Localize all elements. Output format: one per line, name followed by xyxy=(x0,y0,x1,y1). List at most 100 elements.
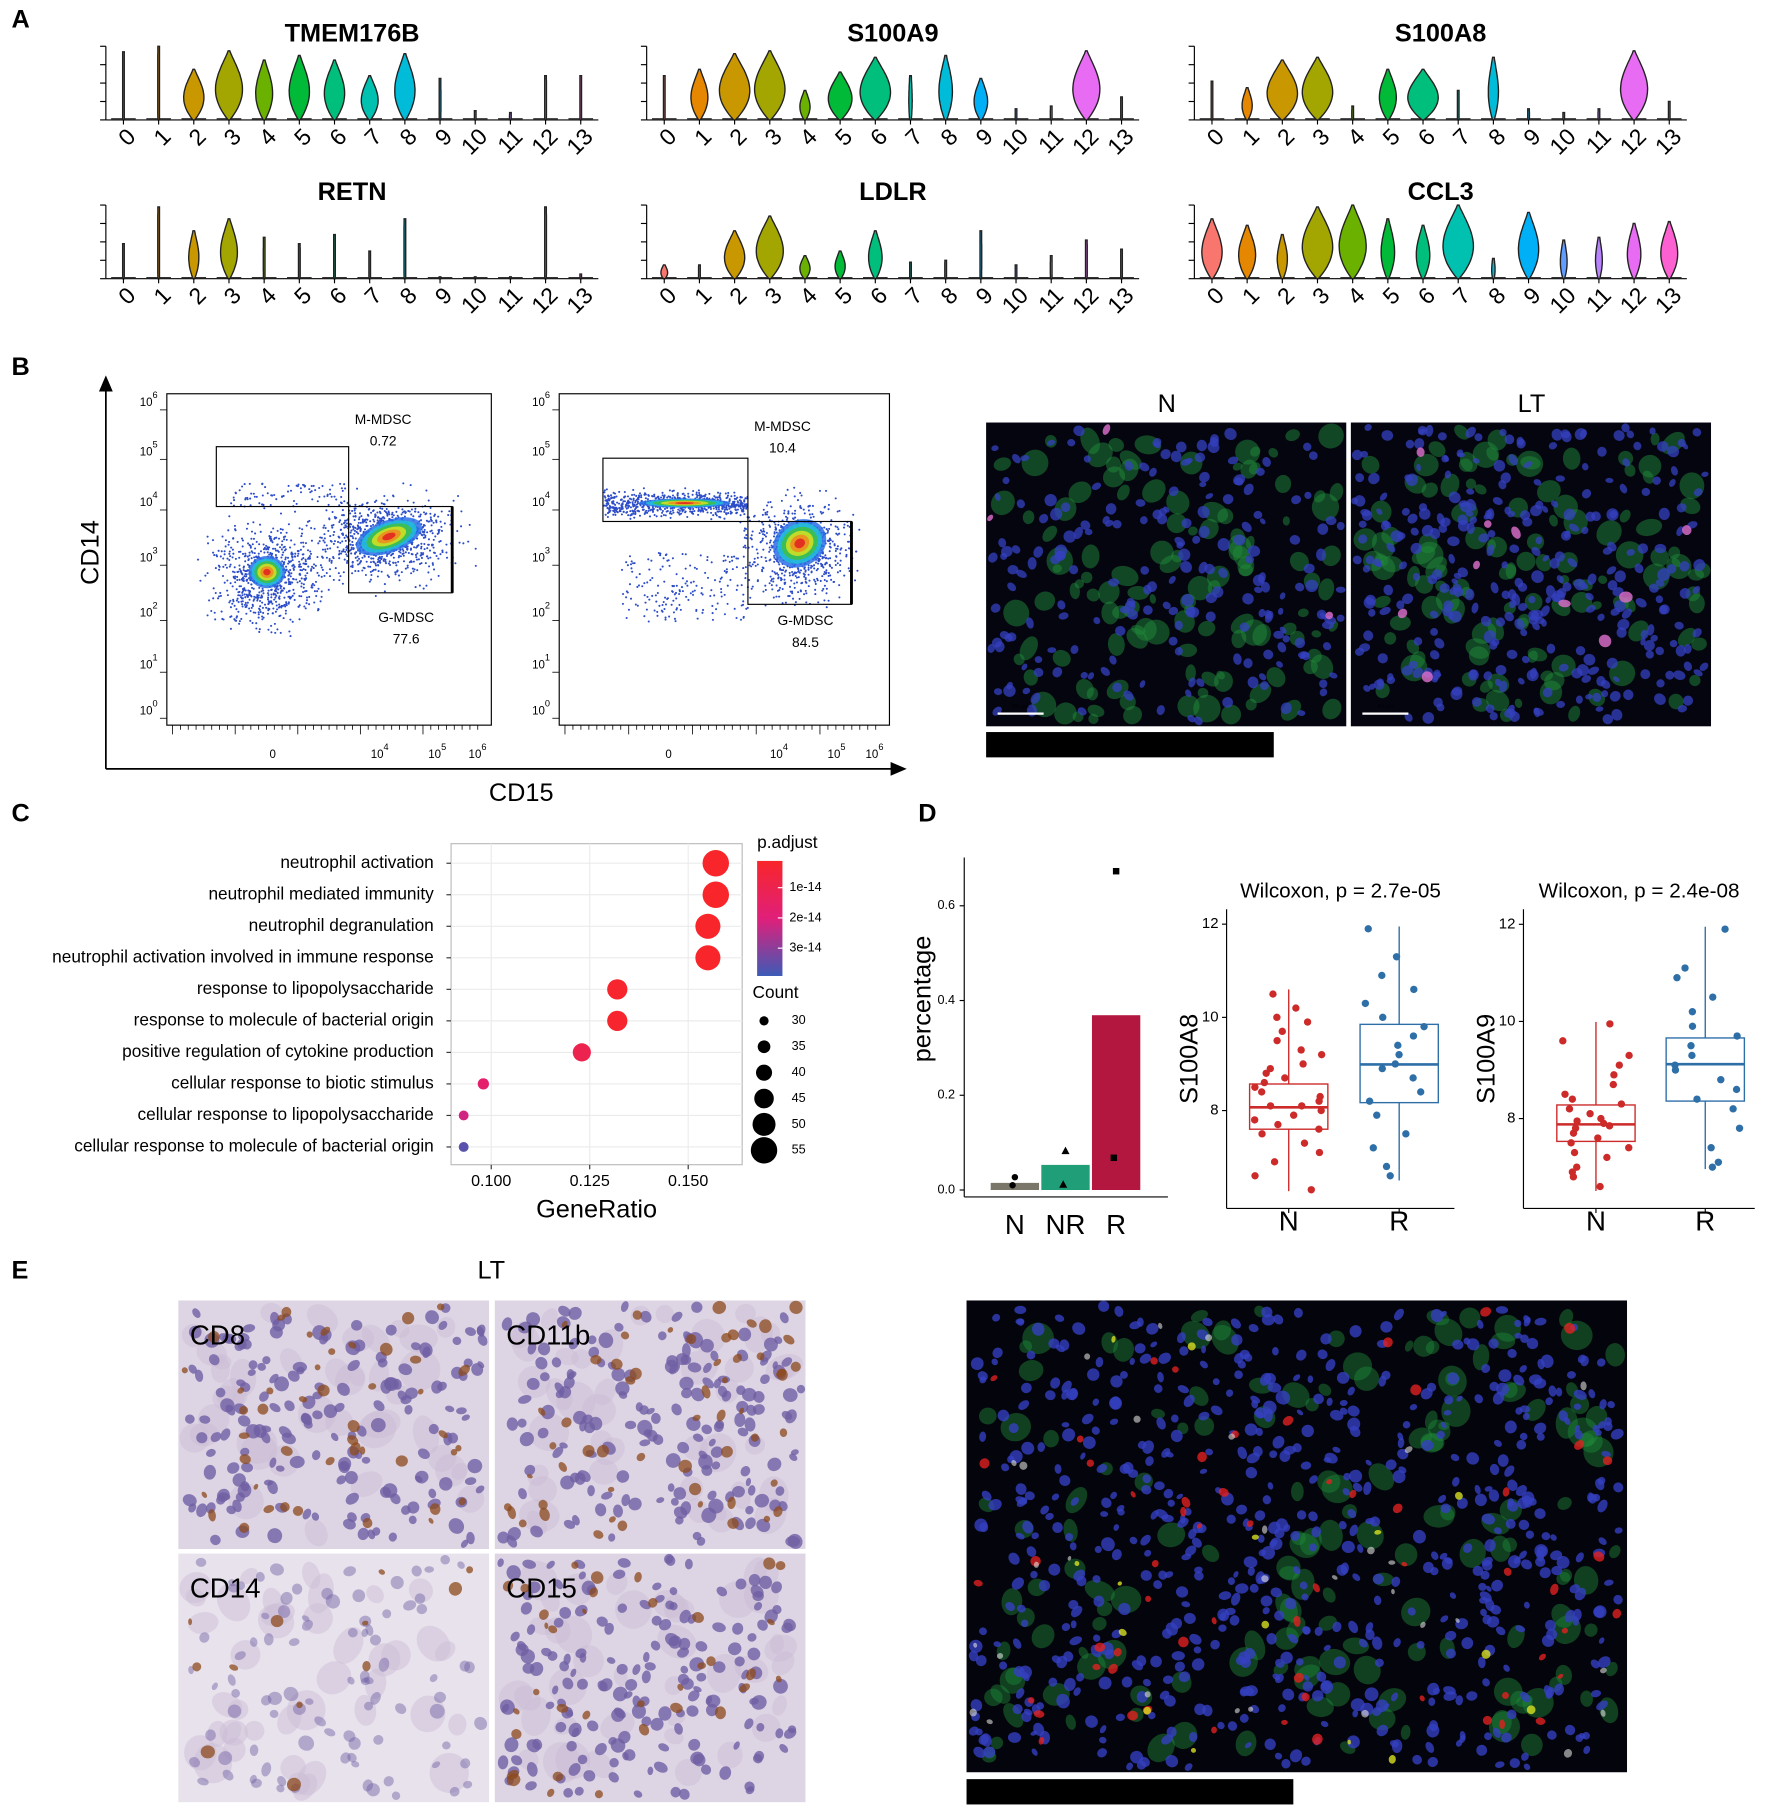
event-dot xyxy=(323,524,326,527)
event-dot xyxy=(761,533,765,536)
event-dot xyxy=(744,546,747,549)
event-dot xyxy=(412,570,415,573)
x-tick-label: 2 xyxy=(1272,123,1299,150)
event-dot xyxy=(793,586,796,589)
event-dot xyxy=(317,609,320,612)
event-dot xyxy=(823,584,826,587)
event-dot xyxy=(248,598,251,601)
event-dot xyxy=(315,595,318,598)
event-dot xyxy=(629,506,632,509)
event-dot xyxy=(245,604,248,607)
event-dot xyxy=(390,513,394,516)
event-dot xyxy=(228,558,231,562)
event-dot xyxy=(310,485,313,488)
point xyxy=(1009,1182,1016,1189)
event-dot xyxy=(231,556,234,559)
event-dot xyxy=(248,554,251,557)
tick-label: 104 xyxy=(532,491,550,509)
event-dot xyxy=(327,588,330,591)
point xyxy=(1317,1050,1326,1059)
event-dot xyxy=(726,555,729,558)
event-dot xyxy=(691,590,694,593)
event-dot xyxy=(291,594,294,597)
event-dot xyxy=(325,544,328,547)
event-dot xyxy=(367,555,370,558)
event-dot xyxy=(222,557,225,560)
violin xyxy=(508,111,512,121)
gate-value: 0.72 xyxy=(370,434,397,449)
event-dot xyxy=(720,576,723,579)
event-dot xyxy=(321,548,325,551)
event-dot xyxy=(815,569,818,572)
event-dot xyxy=(427,499,430,502)
event-dot xyxy=(679,507,682,510)
event-dot xyxy=(367,565,370,568)
event-dot xyxy=(441,549,444,552)
event-dot xyxy=(724,559,727,562)
event-dot xyxy=(729,578,732,581)
event-dot xyxy=(751,545,754,548)
event-dot xyxy=(794,516,797,519)
event-dot xyxy=(428,565,431,568)
event-dot xyxy=(768,546,771,549)
event-dot xyxy=(712,514,715,517)
event-dot xyxy=(736,508,739,511)
event-dot xyxy=(744,566,747,569)
event-dot xyxy=(206,572,209,575)
event-dot xyxy=(722,559,725,562)
event-dot xyxy=(291,559,294,562)
point xyxy=(1708,1163,1717,1171)
event-dot xyxy=(302,557,305,560)
event-dot xyxy=(696,617,699,620)
event-dot xyxy=(304,574,307,577)
point xyxy=(1688,1022,1697,1030)
violin xyxy=(867,230,883,280)
event-dot xyxy=(300,558,303,561)
event-dot xyxy=(780,569,783,572)
x-tick-label: 7 xyxy=(900,282,927,309)
event-dot xyxy=(292,567,295,570)
event-dot xyxy=(655,515,658,518)
event-dot xyxy=(409,548,412,551)
event-dot xyxy=(799,569,803,572)
event-dot xyxy=(259,523,262,526)
event-dot xyxy=(270,494,273,497)
event-dot xyxy=(249,504,252,507)
event-dot xyxy=(700,494,703,497)
event-dot xyxy=(275,587,278,590)
event-dot xyxy=(666,506,669,510)
event-dot xyxy=(846,524,849,527)
y-tick-label: 12 xyxy=(1499,915,1516,932)
event-dot xyxy=(762,527,765,530)
event-dot xyxy=(318,540,321,543)
size-label: 50 xyxy=(792,1117,806,1131)
event-dot xyxy=(721,507,724,510)
event-dot xyxy=(702,608,705,612)
x-tick-label: 6 xyxy=(865,123,892,150)
event-dot xyxy=(277,550,280,553)
event-dot xyxy=(230,546,233,549)
chart-title: TMEM176B xyxy=(285,19,420,47)
event-dot xyxy=(317,574,320,577)
x-tick-label: 8 xyxy=(1483,123,1510,150)
event-dot xyxy=(823,573,826,576)
size-key xyxy=(752,1112,776,1136)
event-dot xyxy=(720,591,723,594)
event-dot xyxy=(427,557,430,560)
event-dot xyxy=(754,564,757,567)
event-dot xyxy=(426,531,429,534)
event-dot xyxy=(437,574,440,577)
event-dot xyxy=(383,558,386,561)
event-dot xyxy=(755,548,758,551)
event-dot xyxy=(235,619,238,622)
event-dot xyxy=(232,496,235,499)
event-dot xyxy=(351,566,354,569)
event-dot xyxy=(760,530,763,533)
event-dot xyxy=(339,575,342,578)
event-dot xyxy=(285,569,288,572)
event-dot xyxy=(618,502,621,505)
event-dot xyxy=(420,542,423,545)
event-dot xyxy=(271,602,274,605)
event-dot xyxy=(263,507,266,510)
event-dot xyxy=(372,523,375,526)
